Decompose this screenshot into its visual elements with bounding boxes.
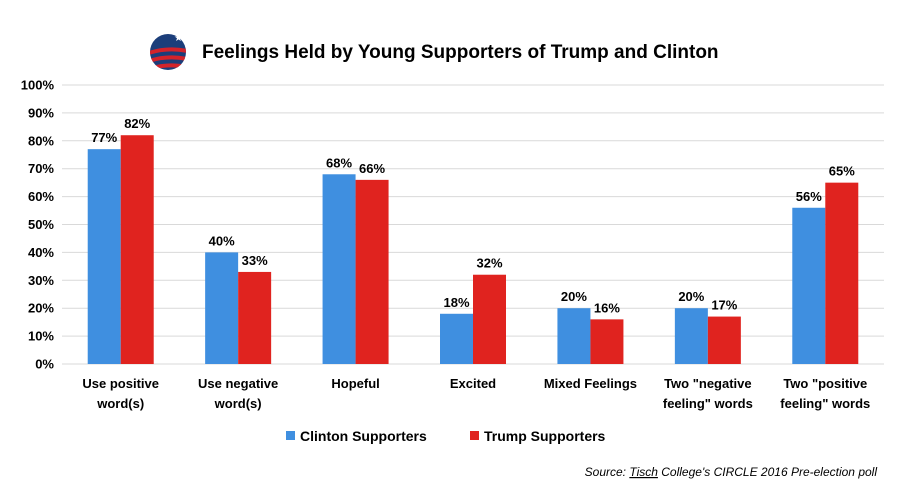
y-tick-label: 40% xyxy=(28,245,54,260)
y-tick-label: 90% xyxy=(28,105,54,120)
data-label: 20% xyxy=(561,289,587,304)
legend-label-trump: Trump Supporters xyxy=(484,428,606,444)
data-label: 16% xyxy=(594,300,620,315)
trump-bar xyxy=(825,182,859,364)
clinton-bar xyxy=(440,313,473,364)
star-icon: ★ xyxy=(174,33,183,44)
legend-swatch-trump xyxy=(470,431,479,440)
trump-bar xyxy=(707,316,741,364)
category-label: Mixed Feelings xyxy=(544,376,637,391)
legend: Clinton Supporters Trump Supporters xyxy=(286,428,606,444)
y-tick-label: 30% xyxy=(28,273,54,288)
trump-bar xyxy=(238,271,272,364)
data-label: 40% xyxy=(209,233,235,248)
data-labels: 77% 82% 40% 33% 68% 66% 18% 32% 20% 16% 20% 17% 56% 6… xyxy=(91,116,855,315)
chart-title: Feelings Held by Young Supporters of Tru… xyxy=(202,42,719,63)
category-label: Use negative xyxy=(198,376,278,391)
y-tick-label: 50% xyxy=(28,217,54,232)
trump-bar xyxy=(590,319,624,364)
category-label: Hopeful xyxy=(331,376,379,391)
category-label: Use positive xyxy=(82,376,159,391)
y-tick-label: 10% xyxy=(28,329,54,344)
data-label: 68% xyxy=(326,155,352,170)
y-tick-label: 0% xyxy=(35,357,54,372)
trump-bar xyxy=(473,274,506,364)
clinton-bar xyxy=(674,308,708,364)
data-label: 82% xyxy=(124,116,150,131)
clinton-bar xyxy=(792,207,826,364)
data-label: 20% xyxy=(678,289,704,304)
clinton-bar xyxy=(205,252,239,364)
trump-bar xyxy=(355,179,389,364)
clinton-bar xyxy=(322,174,356,364)
data-label: 33% xyxy=(242,253,268,268)
trump-bar xyxy=(120,135,154,364)
logo-stripe xyxy=(150,47,186,56)
y-tick-label: 100% xyxy=(21,78,55,93)
data-label: 77% xyxy=(91,130,117,145)
data-label: 18% xyxy=(443,295,469,310)
category-label: word(s) xyxy=(96,396,144,411)
bars xyxy=(87,135,859,364)
clinton-bar xyxy=(87,149,121,364)
y-tick-label: 60% xyxy=(28,189,54,204)
logo-stripe xyxy=(150,55,186,64)
category-label: word(s) xyxy=(214,396,262,411)
data-label: 32% xyxy=(476,256,502,271)
category-label: feeling" words xyxy=(663,396,753,411)
data-label: 56% xyxy=(796,189,822,204)
x-axis-categories: Use positive word(s) Use negative word(s) Ho… xyxy=(82,376,870,411)
circle-flag-logo-icon xyxy=(150,34,186,70)
legend-label-clinton: Clinton Supporters xyxy=(300,428,427,444)
category-label: Excited xyxy=(450,376,496,391)
y-axis-ticks: 0% 10% 20% 30% 40% 50% 60% 70% 80% 90% 100% xyxy=(21,78,55,372)
category-label: Two "negative xyxy=(664,376,752,391)
data-label: 65% xyxy=(829,164,855,179)
y-tick-label: 20% xyxy=(28,301,54,316)
y-tick-label: 80% xyxy=(28,133,54,148)
source-note: Source: Tisch College's CIRCLE 2016 Pre-… xyxy=(585,465,878,479)
data-label: 66% xyxy=(359,161,385,176)
data-label: 17% xyxy=(711,298,737,313)
y-tick-label: 70% xyxy=(28,161,54,176)
legend-swatch-clinton xyxy=(286,431,295,440)
clinton-bar xyxy=(557,308,591,364)
category-label: Two "positive xyxy=(783,376,867,391)
category-label: feeling" words xyxy=(780,396,870,411)
logo: ★ xyxy=(150,33,186,70)
